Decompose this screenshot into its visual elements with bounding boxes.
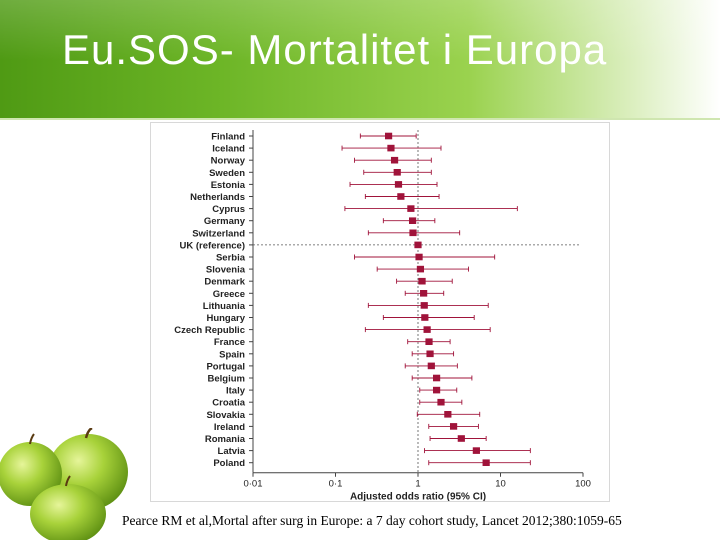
odds-ratio-marker bbox=[423, 326, 431, 333]
country-label: Spain bbox=[219, 349, 245, 360]
country-label: France bbox=[214, 337, 245, 348]
odds-ratio-marker bbox=[387, 144, 395, 152]
forest-plot: 0·01 0·1 1 10 100 Adjusted odds ratio (95% CI… bbox=[174, 130, 591, 501]
country-label: Croatia bbox=[212, 398, 245, 409]
country-label: UK (reference) bbox=[180, 240, 245, 251]
odds-ratio-marker bbox=[426, 350, 434, 358]
odds-ratio-marker bbox=[384, 132, 393, 140]
x-tick-label: 0·1 bbox=[329, 479, 343, 490]
country-label: Netherlands bbox=[190, 192, 245, 203]
odds-ratio-marker bbox=[414, 241, 422, 249]
x-tick-label: 1 bbox=[415, 479, 420, 490]
country-label: Belgium bbox=[208, 374, 245, 385]
forest-plot-frame: 0·01 0·1 1 10 100 Adjusted odds ratio (95% CI… bbox=[150, 122, 610, 502]
country-label: Latvia bbox=[218, 446, 246, 457]
country-label: Switzerland bbox=[192, 228, 245, 239]
odds-ratio-marker bbox=[420, 302, 428, 309]
odds-ratio-marker bbox=[444, 411, 452, 418]
country-label: Poland bbox=[213, 458, 245, 469]
odds-ratio-marker bbox=[482, 459, 490, 466]
citation-caption: Pearce RM et al,Mortal after surg in Eur… bbox=[122, 513, 622, 528]
odds-ratio-marker bbox=[420, 290, 428, 297]
country-label: Romania bbox=[205, 434, 246, 445]
odds-ratio-marker bbox=[407, 205, 415, 212]
odds-ratio-marker bbox=[415, 253, 423, 261]
country-label: Ireland bbox=[214, 422, 245, 433]
odds-ratio-marker bbox=[390, 156, 399, 164]
country-label: Norway bbox=[211, 156, 246, 167]
country-label: Sweden bbox=[209, 168, 245, 179]
odds-ratio-marker bbox=[421, 314, 429, 321]
odds-ratio-marker bbox=[409, 229, 417, 237]
country-label: Cyprus bbox=[212, 204, 245, 215]
x-tick-label: 0·01 bbox=[243, 479, 262, 490]
x-tick-label: 100 bbox=[575, 479, 591, 490]
title-bar: Eu.SOS- Mortalitet i Europa bbox=[0, 0, 720, 118]
country-label: Denmark bbox=[204, 277, 245, 288]
odds-ratio-marker bbox=[397, 193, 405, 200]
odds-ratio-marker bbox=[408, 217, 417, 224]
slide-title: Eu.SOS- Mortalitet i Europa bbox=[62, 26, 608, 73]
odds-ratio-marker bbox=[432, 386, 441, 394]
odds-ratio-marker bbox=[472, 447, 480, 454]
country-label: Lithuania bbox=[203, 301, 246, 312]
title-divider bbox=[0, 118, 720, 120]
country-label: Estonia bbox=[211, 180, 246, 191]
country-label: Slovakia bbox=[206, 410, 245, 421]
odds-ratio-marker bbox=[449, 423, 458, 430]
x-tick-label: 10 bbox=[495, 479, 506, 490]
country-label: Germany bbox=[204, 216, 246, 227]
country-label: Greece bbox=[213, 289, 245, 300]
country-label: Serbia bbox=[216, 253, 246, 264]
country-label: Italy bbox=[226, 386, 246, 397]
green-apples-image bbox=[0, 428, 128, 540]
odds-ratio-marker bbox=[437, 398, 445, 406]
country-label: Czech Republic bbox=[174, 325, 245, 336]
country-label: Iceland bbox=[212, 144, 245, 155]
odds-ratio-marker bbox=[432, 374, 441, 382]
odds-ratio-marker bbox=[394, 181, 403, 188]
country-label: Finland bbox=[211, 132, 245, 143]
odds-ratio-marker bbox=[457, 435, 465, 442]
odds-ratio-marker bbox=[393, 169, 401, 176]
odds-ratio-marker bbox=[418, 277, 426, 285]
x-axis-label: Adjusted odds ratio (95% CI) bbox=[350, 492, 486, 501]
country-label: Hungary bbox=[206, 313, 245, 324]
country-label: Slovenia bbox=[206, 265, 246, 276]
odds-ratio-marker bbox=[427, 362, 435, 370]
title-bar-shine bbox=[0, 0, 720, 60]
odds-ratio-marker bbox=[416, 265, 425, 273]
country-label: Portugal bbox=[206, 361, 245, 372]
odds-ratio-marker bbox=[425, 338, 433, 345]
